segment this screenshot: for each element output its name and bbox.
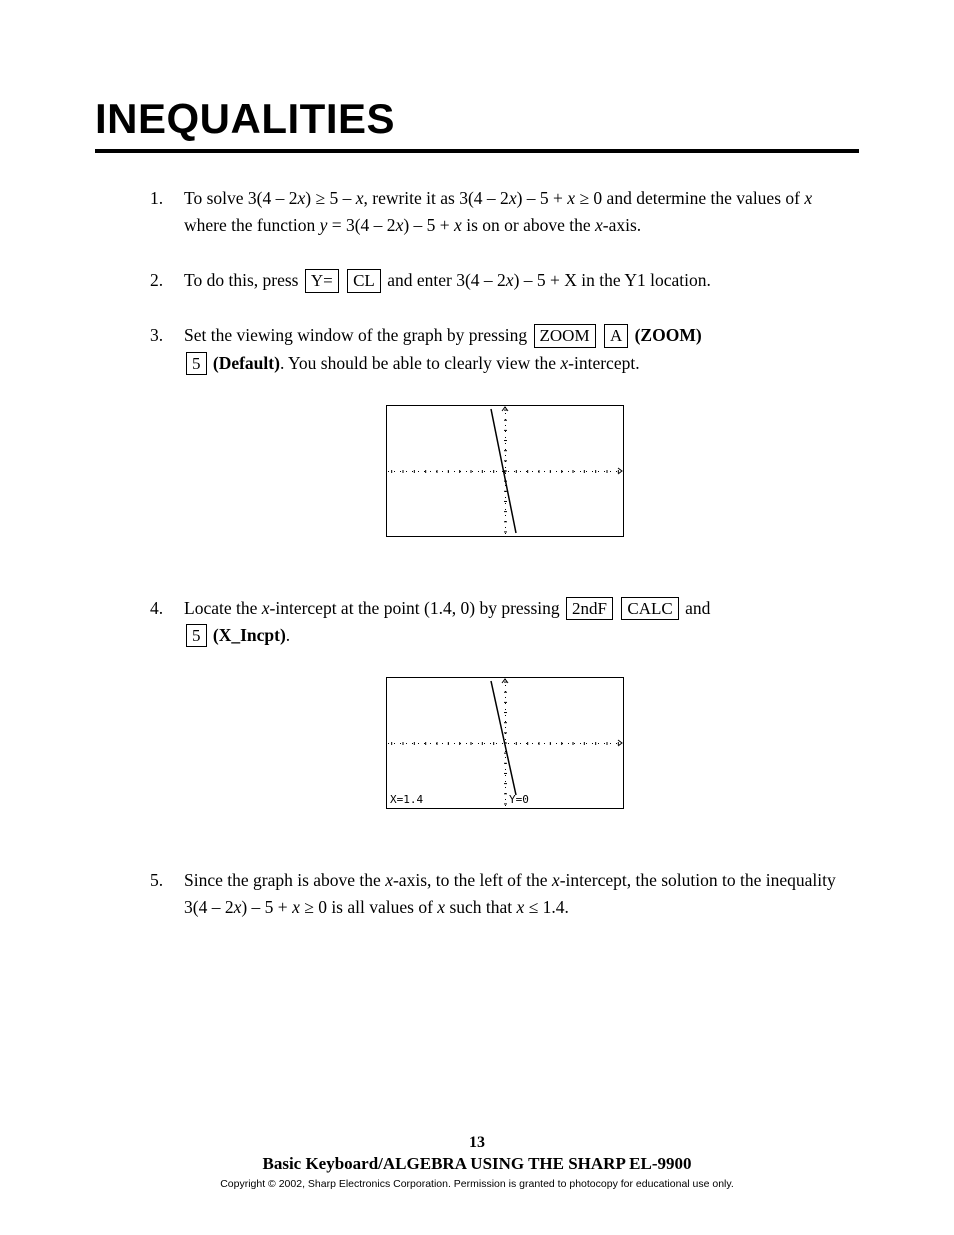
footer: 13 Basic Keyboard/ALGEBRA USING THE SHAR… xyxy=(0,1134,954,1190)
keycap-a: A xyxy=(604,324,628,347)
step-number: 2. xyxy=(150,267,184,294)
step-4: 4. Locate the x-intercept at the point (… xyxy=(150,595,859,649)
step-number: 1. xyxy=(150,185,184,239)
step-list: 1. To solve 3(4 – 2x) ≥ 5 – x, rewrite i… xyxy=(150,185,859,377)
step-2: 2. To do this, press Y= CL and enter 3(4… xyxy=(150,267,859,294)
keycap-cl: CL xyxy=(347,269,381,292)
step-text: To solve 3(4 – 2x) ≥ 5 – x, rewrite it a… xyxy=(184,185,859,239)
step-1: 1. To solve 3(4 – 2x) ≥ 5 – x, rewrite i… xyxy=(150,185,859,239)
body: 1. To solve 3(4 – 2x) ≥ 5 – x, rewrite i… xyxy=(95,153,859,921)
step-3: 3. Set the viewing window of the graph b… xyxy=(150,322,859,376)
footer-title: Basic Keyboard/ALGEBRA USING THE SHARP E… xyxy=(0,1154,954,1174)
step-number: 5. xyxy=(150,867,184,921)
page-title: INEQUALITIES xyxy=(95,95,859,149)
calculator-graph-1 xyxy=(386,405,624,545)
step-list-cont: 4. Locate the x-intercept at the point (… xyxy=(150,595,859,649)
svg-text:X=1.4: X=1.4 xyxy=(390,793,423,806)
step-text: Locate the x-intercept at the point (1.4… xyxy=(184,595,859,649)
keycap-zoom: ZOOM xyxy=(534,324,596,347)
step-5: 5. Since the graph is above the x-axis, … xyxy=(150,867,859,921)
keycap-2ndf: 2ndF xyxy=(566,597,613,620)
keycap-y-equals: Y= xyxy=(305,269,339,292)
keycap-5: 5 xyxy=(186,352,207,375)
menu-label-default: (Default) xyxy=(209,353,280,373)
step-text: Since the graph is above the x-axis, to … xyxy=(184,867,859,921)
graph-svg xyxy=(386,405,624,537)
page: INEQUALITIES 1. To solve 3(4 – 2x) ≥ 5 –… xyxy=(0,0,954,1235)
step-text: Set the viewing window of the graph by p… xyxy=(184,322,859,376)
graph-svg: X=1.4 Y=0 xyxy=(386,677,624,809)
menu-label-xincpt: (X_Incpt) xyxy=(209,625,286,645)
svg-text:Y=0: Y=0 xyxy=(509,793,529,806)
calculator-graph-2: X=1.4 Y=0 xyxy=(386,677,624,817)
step-number: 3. xyxy=(150,322,184,376)
keycap-calc: CALC xyxy=(621,597,678,620)
menu-label-zoom: (ZOOM) xyxy=(630,325,701,345)
footer-copyright: Copyright © 2002, Sharp Electronics Corp… xyxy=(0,1178,954,1190)
keycap-5: 5 xyxy=(186,624,207,647)
page-number: 13 xyxy=(0,1134,954,1152)
step-list-cont2: 5. Since the graph is above the x-axis, … xyxy=(150,867,859,921)
step-text: To do this, press Y= CL and enter 3(4 – … xyxy=(184,267,859,294)
step-number: 4. xyxy=(150,595,184,649)
